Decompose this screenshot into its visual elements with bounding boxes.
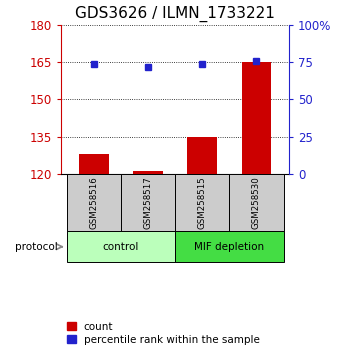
Text: GSM258515: GSM258515 [198, 176, 207, 229]
Text: MIF depletion: MIF depletion [194, 242, 265, 252]
Bar [67, 232, 175, 262]
Bar [121, 174, 175, 232]
Title: GDS3626 / ILMN_1733221: GDS3626 / ILMN_1733221 [75, 6, 275, 22]
Bar [187, 137, 217, 174]
Bar [230, 174, 284, 232]
Text: GSM258530: GSM258530 [252, 176, 261, 229]
Text: GSM258516: GSM258516 [89, 176, 98, 229]
Bar [79, 154, 109, 174]
Text: GSM258517: GSM258517 [143, 176, 152, 229]
Text: protocol: protocol [15, 242, 57, 252]
Bar [175, 174, 230, 232]
Bar [175, 232, 284, 262]
Bar [67, 174, 121, 232]
Bar [241, 62, 271, 174]
Text: control: control [103, 242, 139, 252]
Bar [133, 171, 163, 174]
Legend: count, percentile rank within the sample: count, percentile rank within the sample [63, 317, 264, 349]
